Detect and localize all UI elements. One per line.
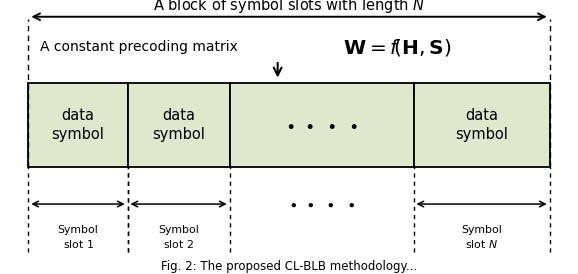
Text: $\bullet\ \bullet\ \bullet\ \bullet$: $\bullet\ \bullet\ \bullet\ \bullet$	[288, 196, 355, 212]
Text: Symbol
slot $\it{N}$: Symbol slot $\it{N}$	[461, 225, 502, 250]
Text: A block of symbol slots with length $\it{N}$: A block of symbol slots with length $\it…	[153, 0, 425, 16]
Text: Symbol
slot $\it{2}$: Symbol slot $\it{2}$	[158, 225, 199, 250]
Bar	[128, 83, 229, 167]
Text: $\bullet\ \bullet\ \bullet\ \bullet$: $\bullet\ \bullet\ \bullet\ \bullet$	[285, 116, 358, 134]
Text: $\mathbf{W}=f\!\left(\mathbf{H},\mathbf{S}\right)$: $\mathbf{W}=f\!\left(\mathbf{H},\mathbf{…	[343, 37, 451, 58]
Text: Symbol
slot $\it{1}$: Symbol slot $\it{1}$	[58, 225, 98, 250]
Text: data
symbol: data symbol	[152, 108, 205, 142]
Text: data
symbol: data symbol	[455, 108, 508, 142]
Bar	[28, 83, 128, 167]
Bar	[414, 83, 550, 167]
Text: data
symbol: data symbol	[51, 108, 105, 142]
Text: A constant precoding matrix: A constant precoding matrix	[40, 40, 238, 54]
Text: Fig. 2: The proposed CL-BLB methodology...: Fig. 2: The proposed CL-BLB methodology.…	[161, 260, 417, 273]
Bar	[229, 83, 414, 167]
